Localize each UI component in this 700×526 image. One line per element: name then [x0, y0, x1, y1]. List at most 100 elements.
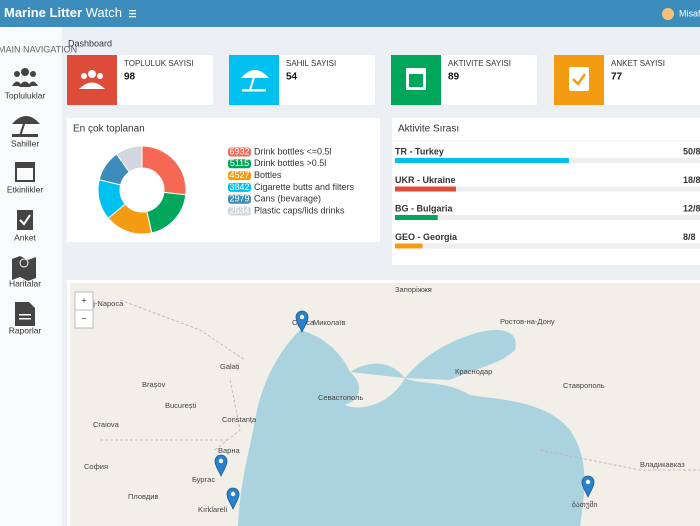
glyph [88, 70, 96, 78]
nav-item[interactable]: Etkinlikler [7, 162, 44, 194]
nav-item[interactable]: Anket [14, 210, 36, 242]
map-marker[interactable] [295, 310, 309, 334]
icon [17, 168, 33, 180]
user-name[interactable]: Misafi [679, 8, 700, 18]
progress-bar [395, 215, 438, 220]
legend-value: 4527 [229, 170, 249, 180]
legend-value: 5115 [230, 158, 249, 168]
nav-label[interactable]: Haritalar [9, 278, 41, 288]
sidebar-heading: MAIN NAVIGATION [0, 44, 77, 54]
glyph [81, 73, 87, 79]
glyph [97, 73, 103, 79]
legend-value: 3842 [229, 182, 249, 192]
page-title: Dashboard [68, 38, 112, 48]
legend-label: Drink bottles >0.5l [254, 158, 326, 168]
map-marker-dot[interactable] [585, 479, 591, 485]
activity-name: GEO - Georgia [395, 232, 458, 242]
map-label: Ростов-на-Дону [500, 317, 555, 326]
icon [19, 258, 29, 268]
glyph [572, 73, 587, 86]
info-box[interactable]: AKTIVITE SAYISI 89 [391, 55, 537, 105]
map-label: София [84, 462, 108, 471]
activity-score: 50/8 [683, 146, 700, 156]
icon [19, 117, 27, 137]
map[interactable]: ЗапоріжжяОдесаМиколаївРостов-на-ДонуCluj… [70, 283, 700, 526]
icon [12, 81, 38, 87]
nav-item[interactable]: Haritalar [9, 256, 41, 288]
header-bar [0, 0, 700, 27]
map-label: Миколаїв [313, 318, 345, 327]
zoom-out-label[interactable]: − [81, 313, 86, 323]
map-label: Brașov [142, 380, 166, 389]
legend-label: Cigarette butts and filters [254, 182, 355, 192]
map-marker[interactable] [581, 475, 595, 499]
zoom-out[interactable]: − [74, 309, 94, 329]
legend-label: Drink bottles <=0.5l [254, 146, 332, 156]
activity-title: Aktivite Sırası [398, 124, 459, 135]
info-box-label: ANKET SAYISI [611, 59, 665, 68]
info-box-value: 98 [124, 72, 136, 83]
user-avatar[interactable] [662, 8, 674, 20]
nav-label[interactable]: Topluluklar [5, 90, 46, 100]
brand: Marine Litter Watch [4, 5, 122, 20]
progress-bar [395, 186, 456, 192]
progress-track [395, 243, 700, 249]
activity-score: 8/8 [683, 232, 696, 242]
progress-bar [395, 243, 423, 249]
icon [19, 214, 31, 226]
progress-track [395, 215, 700, 220]
activity-name: BG - Bulgaria [395, 203, 454, 213]
glyph [79, 82, 105, 89]
nav-label[interactable]: Raporlar [9, 325, 42, 335]
map-label: Пловдив [128, 492, 158, 501]
info-box-label: TOPLULUK SAYISI [124, 59, 194, 68]
map-marker[interactable] [226, 487, 240, 511]
crimea [345, 372, 405, 408]
nav-item[interactable]: Raporlar [9, 302, 42, 335]
map-marker-dot[interactable] [218, 458, 224, 464]
map-marker-dot[interactable] [299, 314, 305, 320]
legend-badge [228, 206, 251, 216]
info-box-label: SAHIL SAYISI [286, 59, 336, 68]
legend-badge [228, 171, 251, 181]
icon [14, 71, 20, 77]
info-box[interactable]: TOPLULUK SAYISI 98 [67, 55, 213, 105]
nav-item[interactable]: Topluluklar [5, 68, 46, 100]
collected-title: En çok toplanan [73, 124, 145, 135]
nav-item[interactable]: Sahiller [11, 116, 40, 148]
map-label: Constanța [222, 415, 257, 424]
zoom-in[interactable]: + [74, 291, 94, 311]
legend-value: 2534 [229, 205, 249, 215]
nav-label[interactable]: Etkinlikler [7, 184, 44, 194]
map-label: Kırklareli [198, 505, 228, 514]
map-marker[interactable] [214, 454, 228, 478]
map-marker-dot[interactable] [230, 491, 236, 497]
info-box-icon [67, 55, 117, 105]
legend-label: Plastic caps/lids drinks [254, 205, 345, 215]
nav-label[interactable]: Sahiller [11, 138, 40, 148]
legend-badge [228, 159, 251, 169]
nav-label[interactable]: Anket [14, 232, 36, 242]
map-label: Запоріжжя [395, 285, 432, 294]
info-box-value: 89 [448, 72, 460, 83]
map-label: ბათუმი [572, 500, 598, 509]
glyph [249, 73, 256, 91]
legend-label: Bottles [254, 170, 282, 180]
zoom-in-label[interactable]: + [81, 295, 86, 305]
legend-label: Cans (bevarage) [254, 194, 321, 204]
legend-badge [228, 194, 251, 204]
menu-toggle[interactable] [129, 10, 136, 18]
activity-score: 18/8 [683, 175, 700, 185]
activity-score: 12/8 [683, 203, 700, 213]
map-label: Craiova [93, 420, 120, 429]
legend-value: 2979 [229, 194, 249, 204]
info-box[interactable]: SAHIL SAYISI 54 [229, 55, 375, 105]
icon [12, 134, 38, 137]
icon [17, 210, 33, 230]
map-label: Варна [218, 446, 240, 455]
activity-name: TR - Turkey [395, 146, 444, 156]
icon [21, 68, 29, 76]
map-label: Краснодар [455, 367, 492, 376]
info-box[interactable]: ANKET SAYISI 77 [554, 55, 700, 105]
progress-track [395, 186, 700, 192]
